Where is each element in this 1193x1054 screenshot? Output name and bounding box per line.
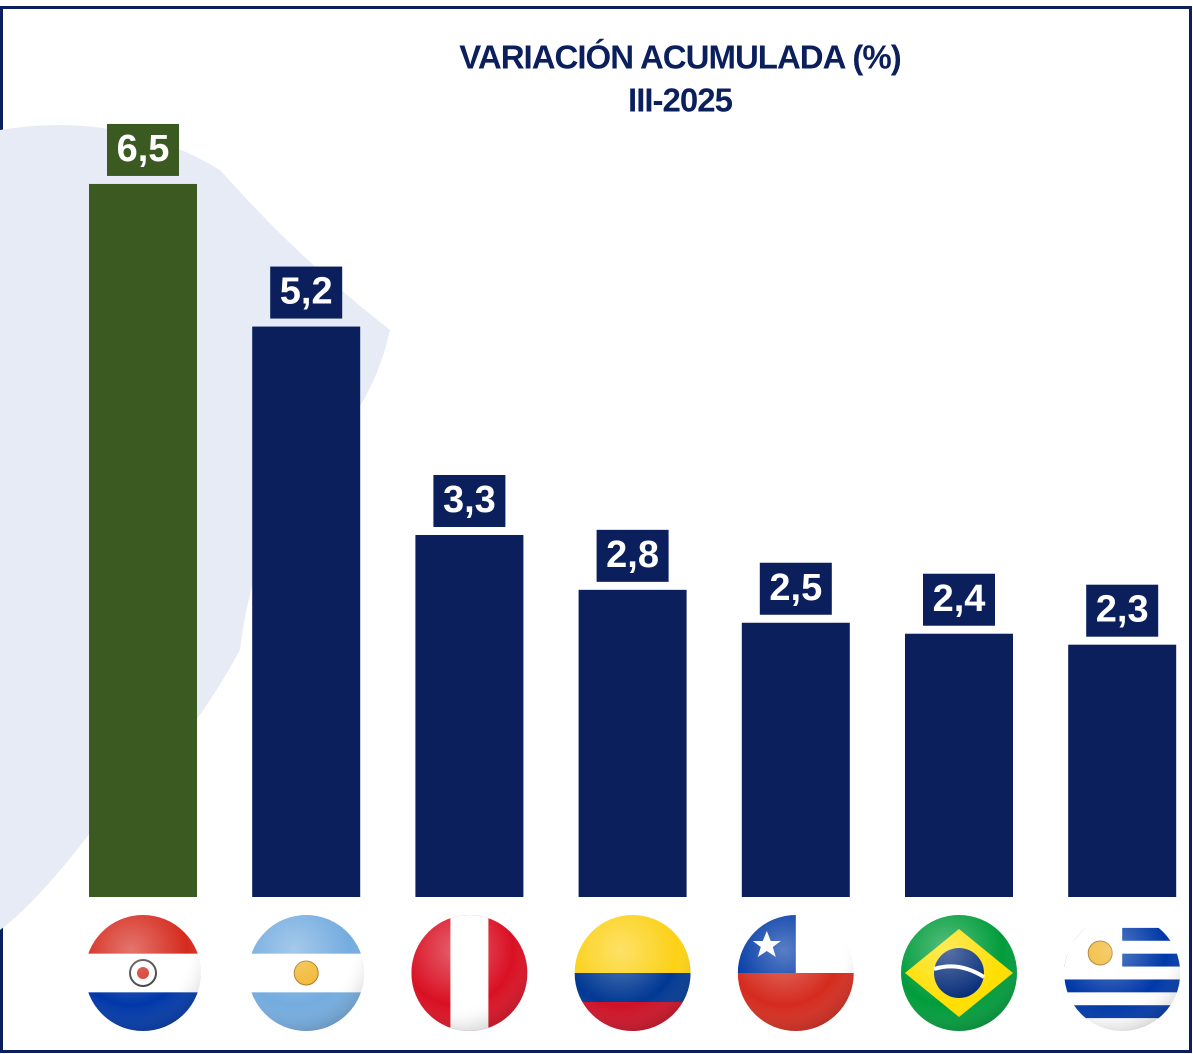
value-label: 5,2 [280, 271, 333, 313]
bar [905, 633, 1013, 897]
value-label-box [596, 529, 669, 582]
flag-shine [737, 915, 854, 1031]
value-label: 3,3 [443, 479, 496, 521]
flag [248, 915, 365, 1031]
value-label: 6,5 [117, 128, 170, 170]
flag-shine [248, 915, 365, 1031]
bar [252, 326, 361, 897]
value-label-box [270, 266, 343, 319]
value-label: 2,8 [606, 534, 659, 576]
flag [574, 915, 691, 1031]
value-label-box [759, 562, 832, 615]
value-label-box [1086, 584, 1159, 637]
bar [415, 534, 524, 897]
flag-shine [1064, 915, 1181, 1031]
flag-shine [901, 915, 1017, 1031]
value-label-box [433, 474, 506, 527]
flag-shine [85, 915, 201, 1031]
chart-title: VARIACIÓN ACUMULADA (%) [459, 39, 900, 76]
value-label-box [107, 123, 179, 176]
bar [89, 183, 197, 897]
value-label: 2,5 [769, 567, 822, 609]
value-label-box [923, 573, 995, 626]
flag [85, 915, 201, 1031]
flag [901, 915, 1017, 1031]
bar [578, 589, 687, 897]
value-label: 2,3 [1096, 589, 1149, 631]
flag [737, 915, 854, 1031]
flag [1064, 915, 1181, 1031]
bar [741, 622, 850, 897]
flag [411, 915, 528, 1031]
value-label: 2,4 [933, 578, 986, 620]
flag-shine [411, 915, 528, 1031]
bar [1068, 644, 1177, 897]
flag-shine [574, 915, 691, 1031]
chart-subtitle: III-2025 [628, 82, 733, 119]
